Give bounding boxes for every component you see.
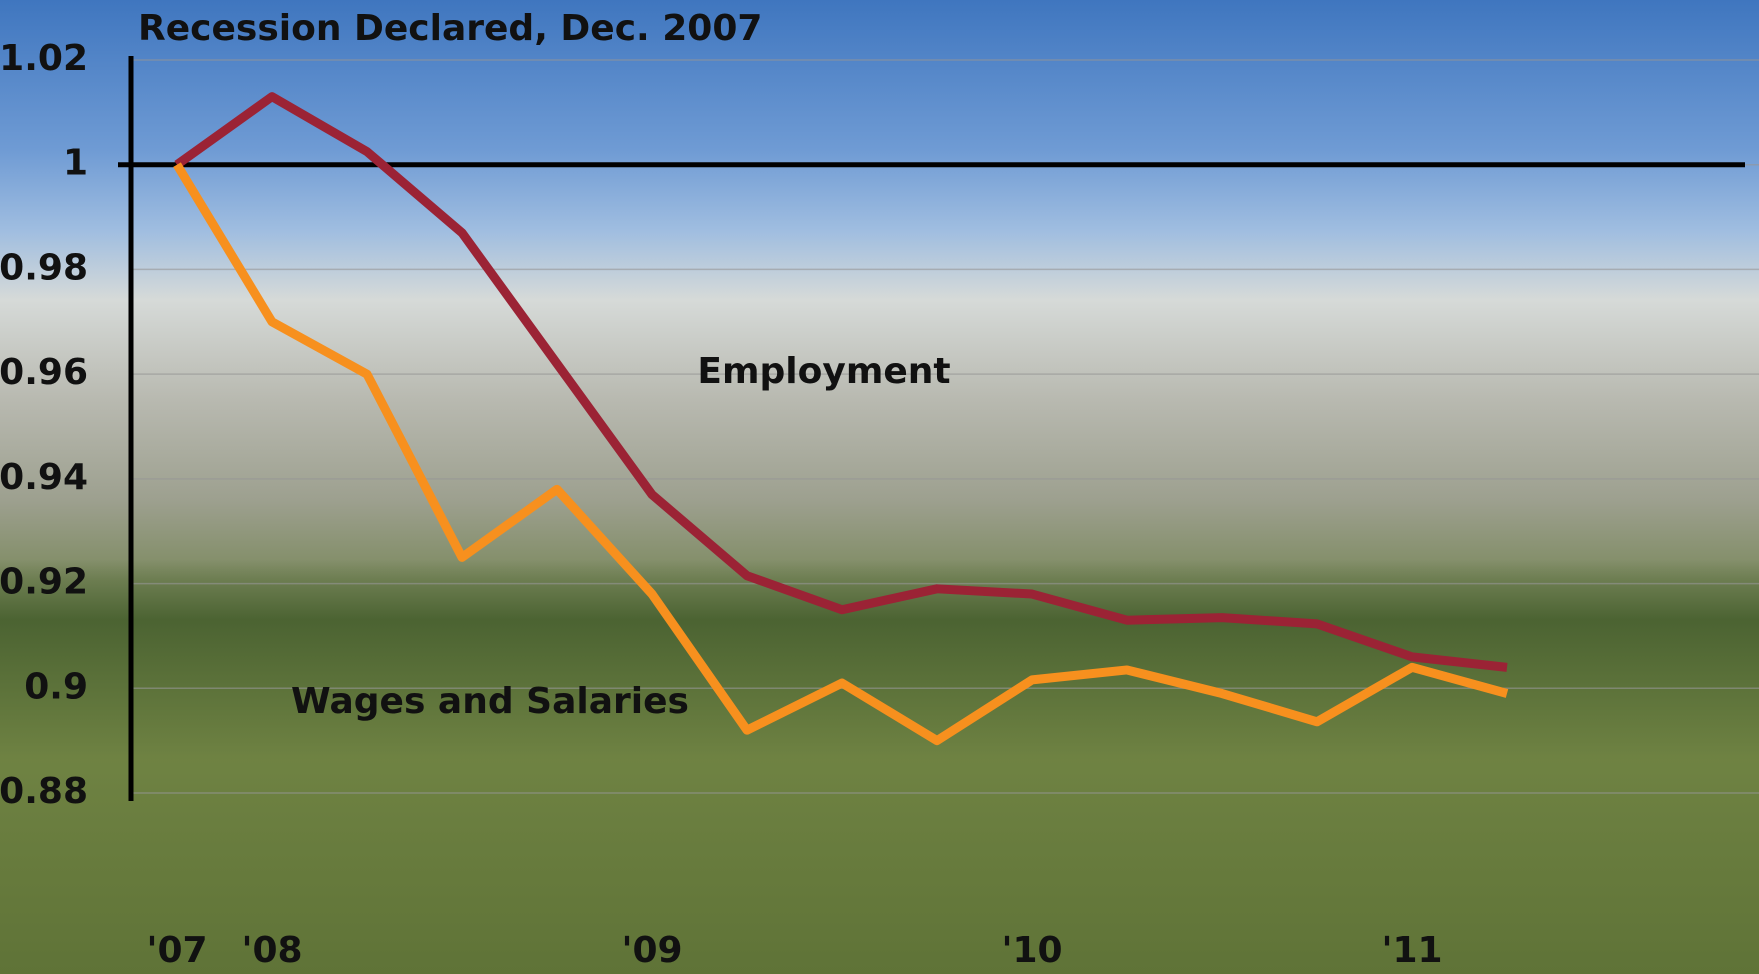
- y-tick-label: 0.88: [0, 771, 88, 812]
- y-tick-label: 1.02: [0, 38, 88, 79]
- y-tick-label: 0.9: [24, 666, 88, 707]
- x-tick-label: '11: [1381, 930, 1442, 971]
- y-tick-label: 0.92: [0, 562, 88, 603]
- x-tick-label: '09: [621, 930, 682, 971]
- chart-title: Recession Declared, Dec. 2007: [138, 8, 762, 49]
- series-label: Employment: [697, 351, 950, 392]
- page: Recession Declared, Dec. 2007 0.88 0.9 0.9…: [0, 0, 1759, 974]
- chart: Recession Declared, Dec. 2007 0.88 0.9 0.9…: [0, 0, 1759, 974]
- x-tick-label: '08: [241, 930, 302, 971]
- x-tick-label: '07: [146, 930, 207, 971]
- y-tick-label: 1: [63, 143, 88, 184]
- x-tick-label: '10: [1001, 930, 1062, 971]
- y-tick-label: 0.94: [0, 457, 88, 498]
- y-tick-label: 0.98: [0, 247, 88, 288]
- series-line: [177, 165, 1507, 741]
- y-tick-label: 0.96: [0, 352, 88, 393]
- series-label: Wages and Salaries: [291, 681, 689, 722]
